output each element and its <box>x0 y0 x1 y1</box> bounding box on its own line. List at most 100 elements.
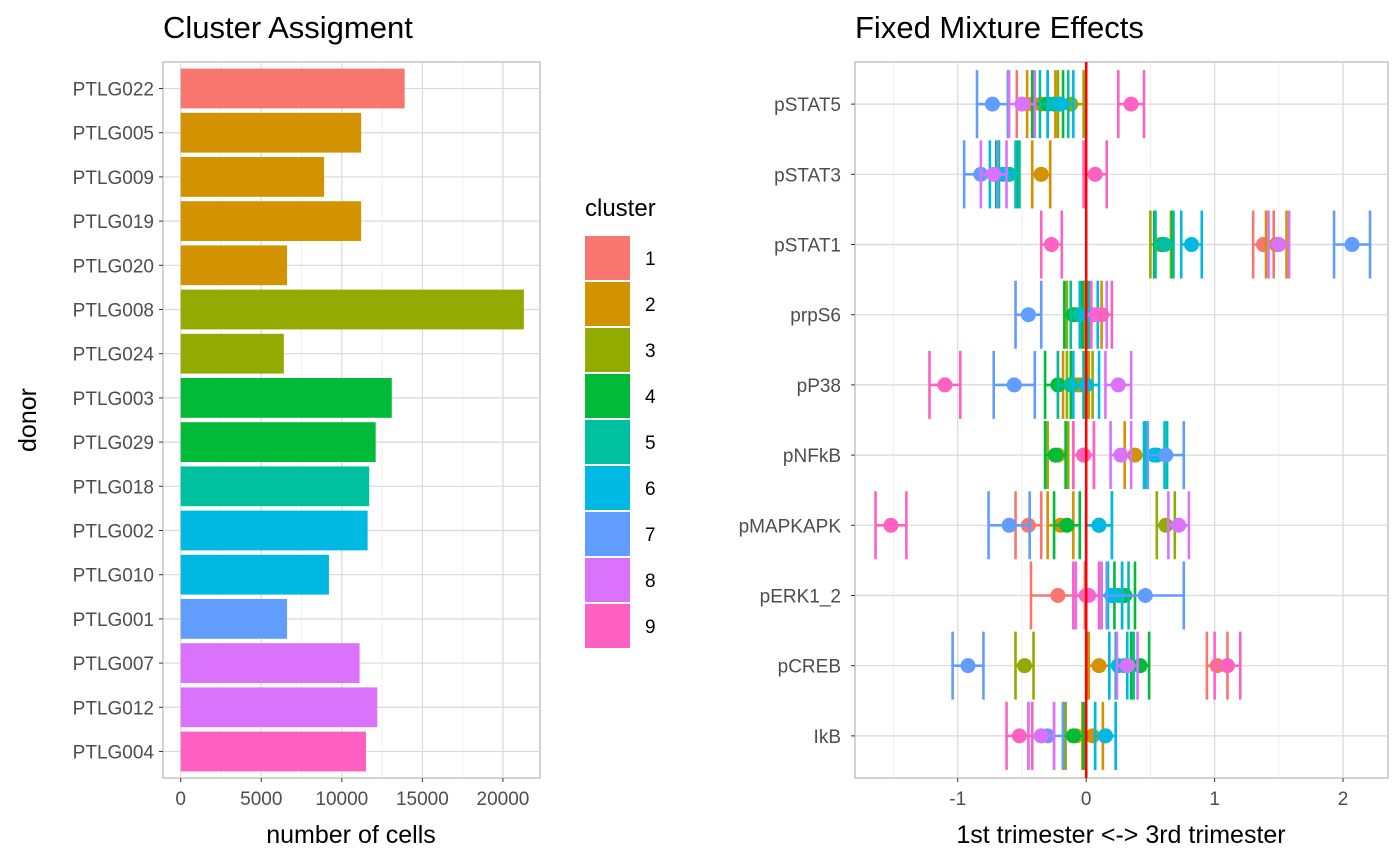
left-donor-labels: PTLG022 PTLG005 PTLG009 PTLG019 PTLG020 PTLG0… <box>73 80 163 763</box>
estimate-point <box>984 96 1000 112</box>
point-range-ikb-cluster-6 <box>1093 701 1118 770</box>
right-panel-border <box>854 61 1389 779</box>
point-range-pcreb-cluster-2 <box>1087 631 1111 700</box>
legend-label-6: 6 <box>645 479 656 500</box>
estimate-point <box>1094 307 1110 323</box>
fixed-mixture-effects-chart: Fixed Mixture Effects pSTAT5 pSTAT3 pSTAT1… <box>739 10 1389 849</box>
left-x-tick-labels: 0 5000 10000 15000 20000 <box>175 778 529 810</box>
point-range-ikb-cluster-9 <box>1005 701 1034 770</box>
bar-ptlg001 <box>180 599 288 639</box>
point-range-pstat3-cluster-8 <box>979 140 1008 209</box>
legend-swatch-9 <box>585 604 630 648</box>
legend-swatch-1 <box>585 236 630 280</box>
donor-label: PTLG008 <box>73 301 154 322</box>
estimate-point <box>937 377 953 393</box>
left-chart-title: Cluster Assigment <box>163 10 413 45</box>
bar-ptlg020 <box>180 245 288 286</box>
marker-label: pSTAT1 <box>774 236 841 257</box>
estimate-point <box>1006 377 1022 393</box>
point-range-pnfkb-cluster-9 <box>1072 421 1096 490</box>
estimate-point <box>1044 237 1060 253</box>
estimate-point <box>986 166 1002 182</box>
bar-ptlg022 <box>180 68 405 109</box>
point-range-pmapkapk-cluster-4 <box>1052 491 1082 560</box>
donor-label: PTLG007 <box>73 654 154 675</box>
right-x-tick-label: 2 <box>1338 789 1349 810</box>
point-range-pstat3-cluster-9 <box>1082 140 1109 209</box>
estimate-point <box>1271 237 1287 253</box>
point-range-pp38-cluster-8 <box>1104 350 1133 419</box>
bar-ptlg024 <box>180 333 284 374</box>
left-x-axis-title: number of cells <box>266 821 436 849</box>
point-range-pp38-cluster-9 <box>928 350 962 419</box>
right-x-tick-label: 1 <box>1209 789 1220 810</box>
bar-ptlg003 <box>180 378 392 418</box>
point-range-pstat5-cluster-9 <box>1116 70 1146 139</box>
legend-label-2: 2 <box>645 295 656 316</box>
marker-label: pMAPKAPK <box>739 516 842 537</box>
legend-label-1: 1 <box>645 249 656 270</box>
estimate-point <box>1017 658 1033 674</box>
left-y-axis-title: donor <box>14 388 42 452</box>
estimate-point <box>1123 96 1139 112</box>
legend-label-3: 3 <box>645 341 656 362</box>
point-range-pnfkb-cluster-7 <box>1146 421 1186 490</box>
marker-label: pNFkB <box>783 446 841 467</box>
estimate-point <box>1137 587 1153 603</box>
marker-label: pERK1_2 <box>760 586 841 607</box>
left-x-tick-label: 20000 <box>477 789 530 810</box>
estimate-point <box>1033 166 1049 182</box>
donor-label: PTLG019 <box>73 212 154 233</box>
point-range-pcreb-cluster-7 <box>951 631 985 700</box>
legend-label-8: 8 <box>645 571 656 592</box>
left-panel-border <box>162 61 541 779</box>
point-range-pstat1-cluster-8 <box>1267 210 1291 279</box>
estimate-point <box>1158 447 1174 463</box>
point-range-pstat1-cluster-9 <box>1039 210 1064 279</box>
donor-label: PTLG004 <box>73 742 155 763</box>
legend-swatch-4 <box>585 374 630 418</box>
point-range-pcreb-cluster-9 <box>1213 631 1242 700</box>
donor-label: PTLG005 <box>73 124 154 145</box>
bar-ptlg002 <box>180 510 368 551</box>
point-range-pcreb-cluster-3 <box>1014 631 1035 700</box>
donor-label: PTLG024 <box>73 345 155 366</box>
left-x-tick-label: 5000 <box>240 789 282 810</box>
point-range-pstat3-cluster-2 <box>1030 140 1052 209</box>
bar-ptlg009 <box>180 157 325 197</box>
estimate-point <box>1344 237 1360 253</box>
left-x-tick-label: 0 <box>175 789 186 810</box>
legend-label-9: 9 <box>645 617 656 638</box>
legend-swatch-8 <box>585 558 630 602</box>
point-range-pstat1-cluster-7 <box>1332 210 1372 279</box>
estimate-point <box>1001 517 1017 533</box>
estimate-point <box>883 517 899 533</box>
cluster-legend: cluster 1 2 3 4 5 6 7 8 9 <box>585 195 656 648</box>
legend-swatch-7 <box>585 512 630 556</box>
estimate-point <box>1033 728 1049 744</box>
legend-swatch-2 <box>585 282 630 326</box>
right-x-tick-labels: -1 0 1 2 <box>949 778 1348 810</box>
donor-label: PTLG002 <box>73 521 154 542</box>
donor-label: PTLG018 <box>73 477 154 498</box>
estimate-point <box>1183 237 1199 253</box>
donor-label: PTLG012 <box>73 698 154 719</box>
donor-label: PTLG001 <box>73 610 154 631</box>
marker-label: IkB <box>814 727 841 748</box>
estimate-point <box>1087 166 1103 182</box>
estimate-point <box>1091 658 1107 674</box>
point-range-perk1_2-cluster-7 <box>1105 561 1186 630</box>
point-range-pmapkapk-cluster-6 <box>1084 491 1114 560</box>
point-range-pp38-cluster-7 <box>992 350 1037 419</box>
bar-ptlg019 <box>180 201 362 241</box>
right-x-tick-label: -1 <box>949 789 966 810</box>
estimate-point <box>1119 658 1135 674</box>
point-range-pmapkapk-cluster-9 <box>874 491 908 560</box>
point-range-pstat1-cluster-5 <box>1154 210 1175 279</box>
legend-label-5: 5 <box>645 433 656 454</box>
donor-label: PTLG003 <box>73 389 154 410</box>
legend-title: cluster <box>585 195 656 222</box>
point-range-pstat5-cluster-8 <box>1007 70 1037 139</box>
estimate-point <box>1076 447 1092 463</box>
